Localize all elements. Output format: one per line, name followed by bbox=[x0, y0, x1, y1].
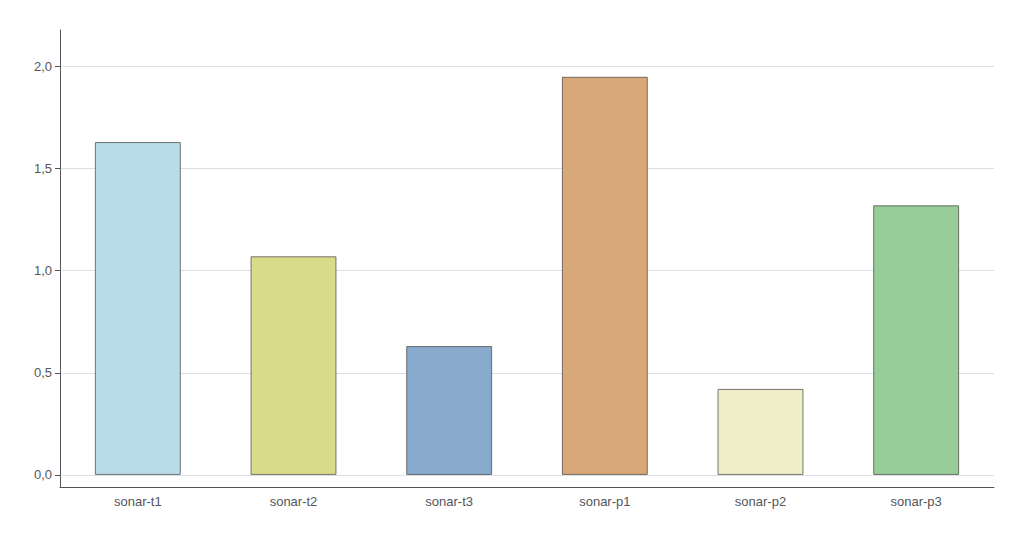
svg-text:2,0: 2,0 bbox=[34, 59, 52, 74]
svg-text:sonar-t1: sonar-t1 bbox=[114, 494, 162, 509]
svg-text:1,5: 1,5 bbox=[34, 161, 52, 176]
svg-text:sonar-p2: sonar-p2 bbox=[735, 494, 786, 509]
svg-text:0,0: 0,0 bbox=[34, 467, 52, 482]
svg-text:0,5: 0,5 bbox=[34, 365, 52, 380]
svg-text:1,0: 1,0 bbox=[34, 263, 52, 278]
svg-text:sonar-t2: sonar-t2 bbox=[270, 494, 318, 509]
svg-text:sonar-p1: sonar-p1 bbox=[579, 494, 630, 509]
svg-text:sonar-t3: sonar-t3 bbox=[425, 494, 473, 509]
svg-text:sonar-p3: sonar-p3 bbox=[891, 494, 942, 509]
